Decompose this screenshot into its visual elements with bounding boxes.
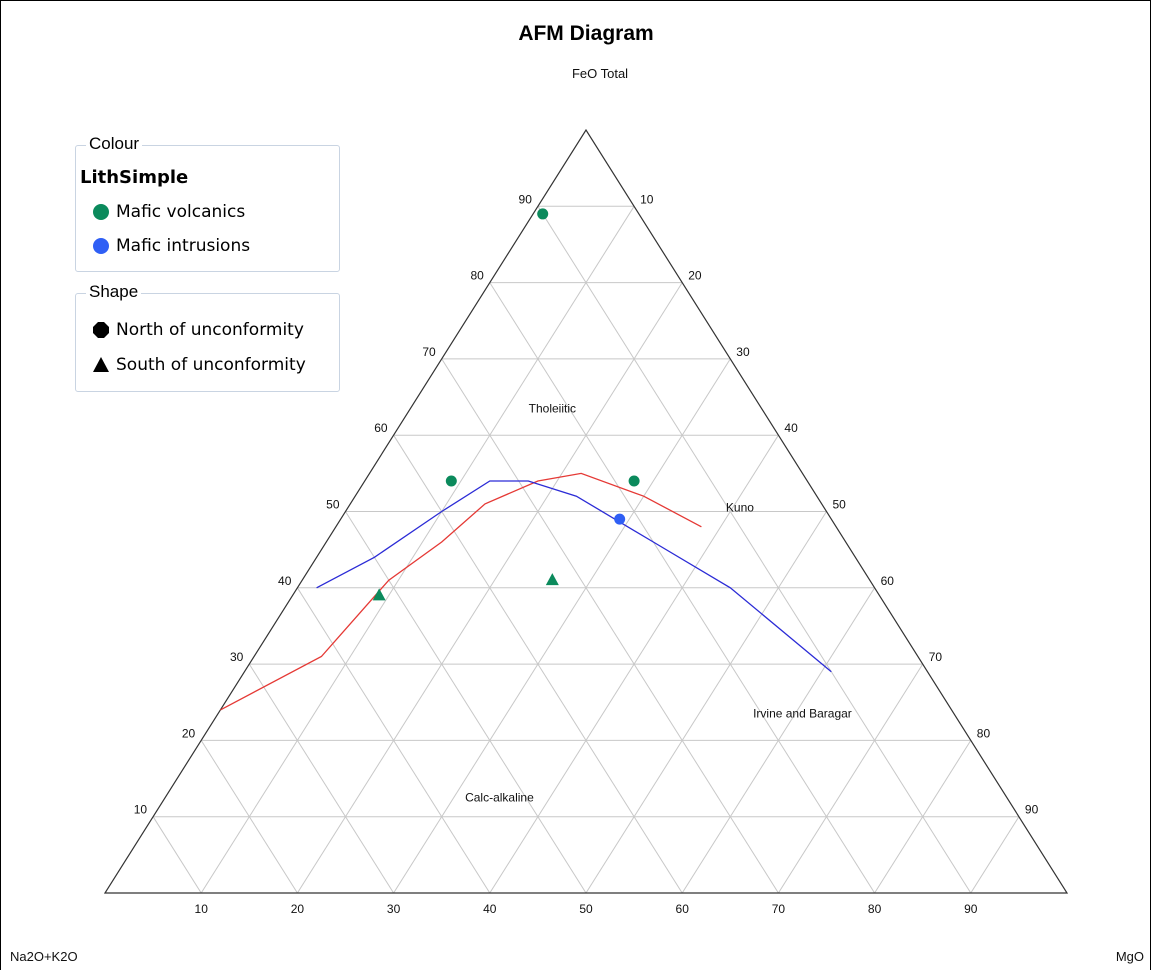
legend-item-mafic-volcanics: Mafic volcanics [93,202,246,222]
bottom-tick-label: 60 [676,902,690,916]
bottom-tick-label: 40 [483,902,497,916]
apex-label-top: FeO Total [572,66,628,81]
bottom-tick-label: 10 [195,902,209,916]
left-tick-label: 40 [278,574,292,588]
data-point-triangle [372,588,386,601]
legend-item-label: South of unconformity [116,355,306,375]
right-tick-label: 60 [881,574,895,588]
right-tick-label: 80 [977,726,991,740]
blue-dot-icon [93,238,109,254]
right-tick-label: 20 [688,269,702,283]
point-layer [372,208,640,601]
colour-legend-title: Colour [86,134,143,154]
axis-layer [103,128,1069,894]
grid-line-alk [296,587,491,894]
left-tick-label: 90 [519,192,533,206]
left-tick-label: 80 [470,269,484,283]
data-point-circle [628,475,640,487]
legend-item-label: North of unconformity [116,320,304,340]
right-tick-label: 50 [833,498,847,512]
colour-legend-heading: LithSimple [80,167,189,188]
left-tick-label: 70 [422,345,436,359]
curve-kuno [220,472,702,711]
data-point-circle [445,475,457,487]
right-tick-label: 30 [736,345,750,359]
curve-label: Kuno [726,501,754,515]
legend-item-mafic-intrusions: Mafic intrusions [93,236,251,256]
right-tick-label: 70 [929,650,943,664]
bottom-tick-label: 20 [291,902,305,916]
shape-legend-title: Shape [86,282,142,302]
triangle-outline [103,128,1069,894]
left-tick-label: 30 [230,650,244,664]
right-tick-label: 40 [784,421,798,435]
shape-legend: Shape North of unconformity South of unc… [75,282,340,392]
left-tick-label: 20 [182,726,196,740]
region-label: Tholeiitic [529,401,576,415]
bottom-tick-label: 70 [772,902,786,916]
chart-title: AFM Diagram [518,22,653,45]
grid-line-mgo [393,358,731,894]
grid-line-mgo [874,740,972,894]
data-point-circle [537,208,549,220]
legend-item-label: Mafic volcanics [116,202,246,222]
grid-line-alk [152,816,202,894]
grid-line-alk [441,358,779,894]
curve-label: Irvine and Baragar [753,707,852,721]
data-point-triangle [545,573,559,586]
grid-line-mgo [777,663,924,894]
grid-line-mgo [681,587,876,894]
triangle-icon [93,357,109,372]
legend-item-north: North of unconformity [93,320,304,340]
legend-item-south: South of unconformity [93,355,306,375]
left-tick-label: 50 [326,498,340,512]
green-dot-icon [93,204,109,220]
curve-irvine-and-baragar [316,480,832,673]
curve-layer [220,472,832,711]
grid-line-mgo [970,816,1020,894]
left-tick-label: 60 [374,421,388,435]
legend-item-label: Mafic intrusions [116,236,251,256]
grid-line-alk [200,740,298,894]
text-layer: 10 20 30 40 50 60 70 80 90 90 80 70 60 50 40 30 20 10 10 20… [10,22,1144,964]
grid-line-alk [248,663,395,894]
bottom-tick-label: 30 [387,902,401,916]
bottom-tick-label: 80 [868,902,882,916]
grid-line-alk [345,511,587,894]
octagon-icon [93,322,109,338]
left-tick-label: 10 [134,803,148,817]
grid-line-alk [537,206,972,894]
right-tick-label: 10 [640,192,654,206]
grid-line-mgo [200,206,635,894]
right-tick-label: 90 [1025,803,1039,817]
data-point-circle [614,513,626,525]
grid-line-mgo [585,511,827,894]
bottom-tick-label: 90 [964,902,978,916]
region-label: Calc-alkaline [465,790,534,804]
apex-label-right: MgO [1116,949,1144,964]
apex-label-left: Na2O+K2O [10,949,78,964]
bottom-tick-label: 50 [579,902,593,916]
colour-legend: Colour LithSimple Mafic volcanics Mafic … [75,134,340,272]
